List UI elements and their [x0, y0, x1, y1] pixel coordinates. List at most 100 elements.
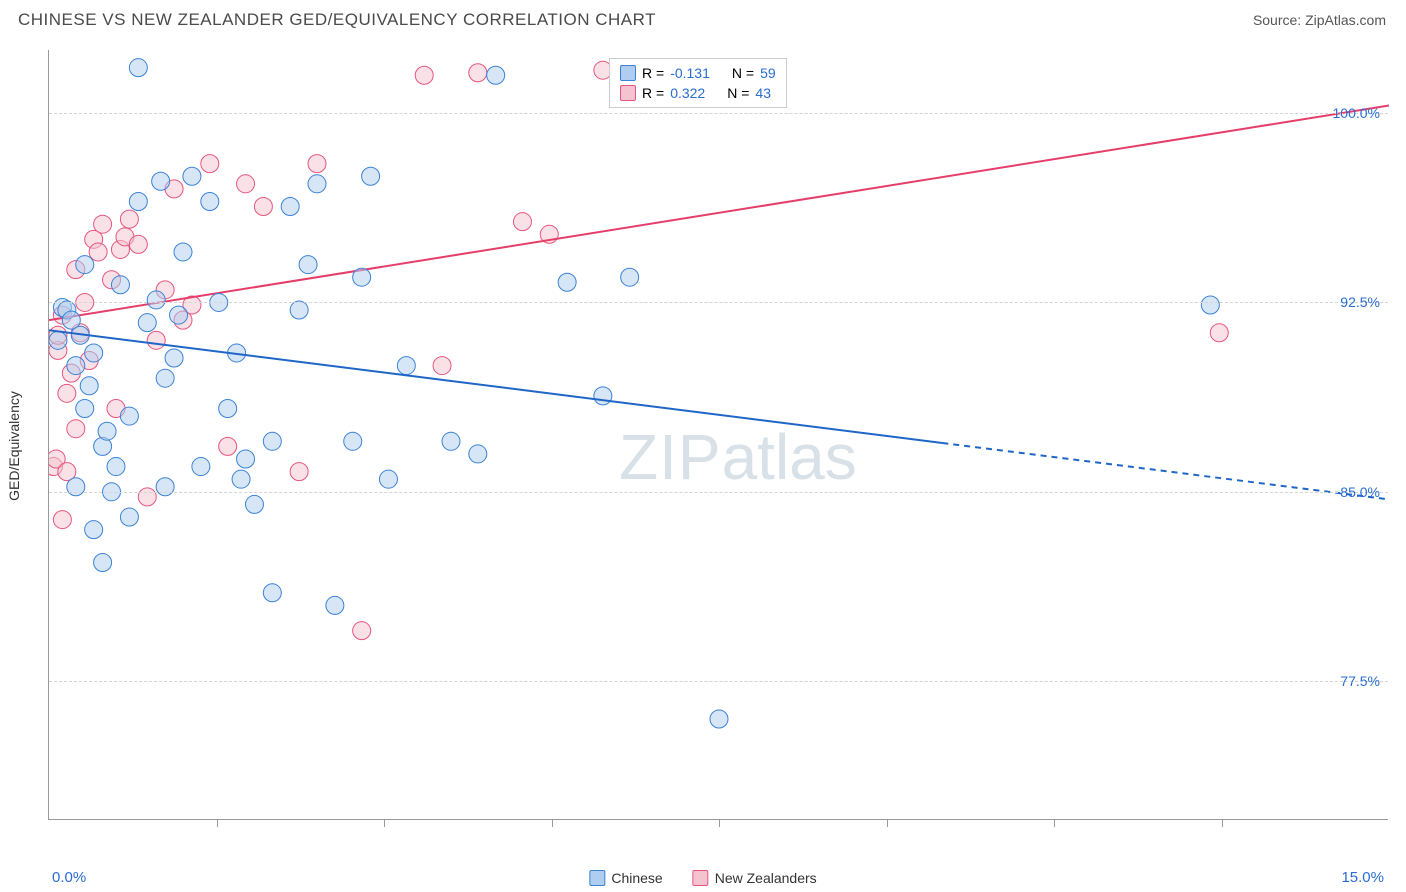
- gridline: [49, 492, 1388, 493]
- scatter-point: [156, 369, 174, 387]
- scatter-point: [263, 584, 281, 602]
- legend-label-newzealanders: New Zealanders: [715, 870, 817, 886]
- scatter-point: [67, 357, 85, 375]
- scatter-point: [621, 268, 639, 286]
- legend-item-chinese: Chinese: [589, 870, 662, 886]
- legend-item-newzealanders: New Zealanders: [693, 870, 817, 886]
- scatter-point: [442, 432, 460, 450]
- swatch-chinese: [620, 65, 636, 81]
- scatter-point: [594, 387, 612, 405]
- scatter-point: [263, 432, 281, 450]
- scatter-point: [80, 377, 98, 395]
- chart-plot-area: ZIPatlas R = -0.131 N = 59 R = 0.322 N =…: [48, 50, 1388, 820]
- scatter-point: [120, 210, 138, 228]
- corr-n-label: N =: [727, 85, 749, 101]
- x-tick: [217, 819, 218, 827]
- scatter-point: [201, 192, 219, 210]
- x-tick: [887, 819, 888, 827]
- scatter-point: [232, 470, 250, 488]
- correlation-legend: R = -0.131 N = 59 R = 0.322 N = 43: [609, 58, 787, 108]
- corr-r-chinese: -0.131: [670, 65, 710, 81]
- scatter-point: [308, 175, 326, 193]
- legend-bottom: Chinese New Zealanders: [589, 870, 816, 886]
- gridline: [49, 113, 1388, 114]
- swatch-chinese-icon: [589, 870, 605, 886]
- corr-n-label: N =: [732, 65, 754, 81]
- y-axis-label: GED/Equivalency: [6, 391, 22, 501]
- scatter-point: [138, 488, 156, 506]
- scatter-point: [174, 243, 192, 261]
- scatter-point: [513, 213, 531, 231]
- source-attribution: Source: ZipAtlas.com: [1253, 12, 1386, 28]
- scatter-point: [94, 553, 112, 571]
- scatter-point: [290, 463, 308, 481]
- y-tick-label: 100.0%: [1333, 105, 1380, 121]
- scatter-point: [49, 331, 67, 349]
- scatter-point: [156, 478, 174, 496]
- x-tick: [1222, 819, 1223, 827]
- trend-line: [49, 330, 942, 443]
- scatter-point: [165, 349, 183, 367]
- scatter-point: [362, 167, 380, 185]
- gridline: [49, 302, 1388, 303]
- corr-r-newzealanders: 0.322: [670, 85, 705, 101]
- scatter-point: [1210, 324, 1228, 342]
- scatter-point: [379, 470, 397, 488]
- scatter-point: [89, 243, 107, 261]
- scatter-point: [344, 432, 362, 450]
- y-tick-label: 92.5%: [1340, 294, 1380, 310]
- scatter-point: [308, 155, 326, 173]
- swatch-newzealanders-icon: [693, 870, 709, 886]
- y-tick-label: 77.5%: [1340, 673, 1380, 689]
- scatter-point: [201, 155, 219, 173]
- swatch-newzealanders: [620, 85, 636, 101]
- scatter-point: [111, 276, 129, 294]
- corr-row-newzealanders: R = 0.322 N = 43: [620, 83, 776, 103]
- corr-r-label: R =: [642, 85, 664, 101]
- scatter-point: [120, 508, 138, 526]
- scatter-point: [85, 344, 103, 362]
- scatter-point: [299, 256, 317, 274]
- scatter-point: [76, 256, 94, 274]
- scatter-point: [192, 458, 210, 476]
- x-axis-min-label: 0.0%: [52, 869, 86, 886]
- scatter-point: [219, 437, 237, 455]
- scatter-point: [147, 291, 165, 309]
- scatter-point: [138, 314, 156, 332]
- scatter-point: [469, 445, 487, 463]
- x-tick: [719, 819, 720, 827]
- trend-line: [49, 106, 1389, 321]
- scatter-point: [120, 407, 138, 425]
- scatter-point: [85, 521, 103, 539]
- scatter-point: [710, 710, 728, 728]
- scatter-point: [98, 422, 116, 440]
- scatter-point: [433, 357, 451, 375]
- gridline: [49, 681, 1388, 682]
- scatter-point: [353, 622, 371, 640]
- scatter-point: [237, 175, 255, 193]
- chart-title: CHINESE VS NEW ZEALANDER GED/EQUIVALENCY…: [18, 10, 656, 30]
- scatter-point: [415, 66, 433, 84]
- scatter-point: [58, 384, 76, 402]
- scatter-point: [129, 192, 147, 210]
- x-tick: [552, 819, 553, 827]
- scatter-point: [397, 357, 415, 375]
- scatter-point: [152, 172, 170, 190]
- scatter-point: [487, 66, 505, 84]
- scatter-svg: [49, 50, 1389, 820]
- corr-r-label: R =: [642, 65, 664, 81]
- corr-n-newzealanders: 43: [755, 85, 771, 101]
- scatter-point: [67, 478, 85, 496]
- scatter-point: [129, 235, 147, 253]
- scatter-point: [245, 495, 263, 513]
- scatter-point: [53, 511, 71, 529]
- scatter-point: [219, 399, 237, 417]
- scatter-point: [254, 198, 272, 216]
- scatter-point: [281, 198, 299, 216]
- scatter-point: [129, 59, 147, 77]
- x-axis-max-label: 15.0%: [1341, 869, 1384, 886]
- scatter-point: [107, 458, 125, 476]
- scatter-point: [290, 301, 308, 319]
- scatter-point: [67, 420, 85, 438]
- scatter-point: [326, 596, 344, 614]
